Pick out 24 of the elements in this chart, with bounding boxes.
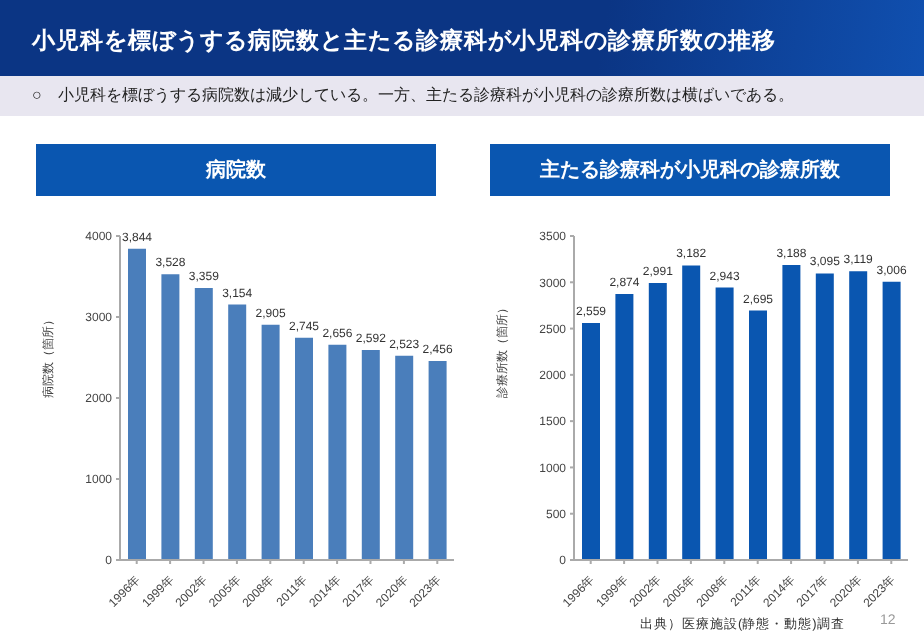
bar	[395, 355, 414, 560]
bar	[648, 283, 667, 560]
bar	[715, 287, 734, 560]
bar	[295, 337, 313, 560]
bar	[582, 323, 600, 560]
bar	[361, 350, 380, 560]
text: ○ 小児科を標ぼうする病院数は減少している。一方、主たる診療科が小児科の診療所数は横ばいである。	[32, 84, 794, 106]
bar	[228, 304, 247, 560]
bar	[328, 344, 347, 560]
bar	[615, 293, 634, 560]
bar	[194, 287, 213, 560]
bar	[428, 361, 447, 560]
chart-title: 病院数	[36, 144, 436, 196]
bar	[128, 248, 146, 560]
bar	[849, 271, 868, 560]
bar	[682, 265, 701, 560]
bar	[161, 274, 180, 560]
chart-title: 主たる診療科が小児科の診療所数	[490, 144, 890, 196]
bar	[815, 273, 834, 560]
bar	[882, 281, 901, 560]
bar	[782, 264, 801, 560]
bar	[749, 310, 767, 560]
text: 小児科を標ぼうする病院数と主たる診療科が小児科の診療所数の推移	[32, 26, 776, 56]
bar	[261, 324, 280, 560]
